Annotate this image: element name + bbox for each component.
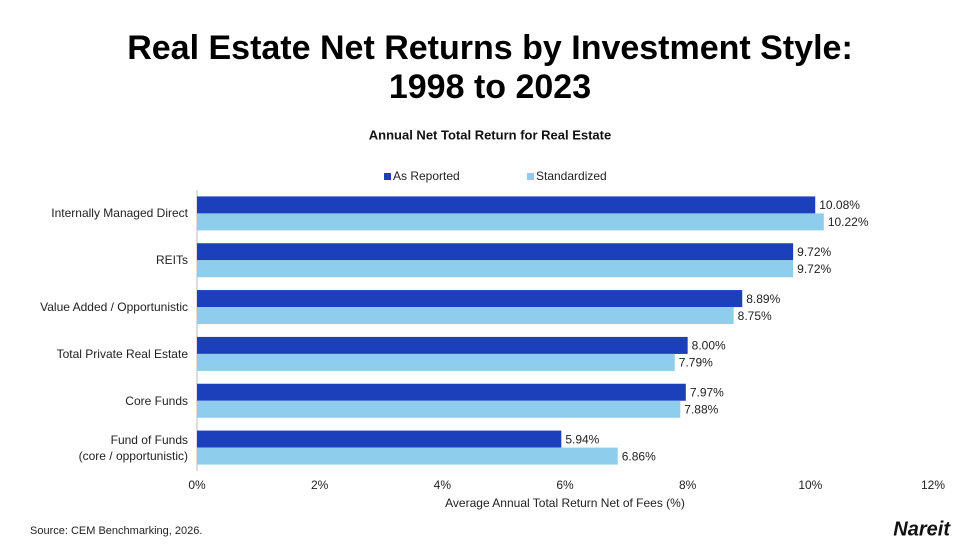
y-tick-label: REITs <box>155 253 188 268</box>
x-tick-label: 2% <box>311 478 329 492</box>
chart-title: 1998 to 2023 <box>389 68 591 106</box>
data-label: 9.72% <box>797 262 831 276</box>
x-axis-label: Average Annual Total Return Net of Fees … <box>445 496 685 510</box>
legend-label: As Reported <box>393 169 460 183</box>
bar <box>197 307 734 325</box>
data-label: 6.86% <box>622 449 656 463</box>
bar <box>197 336 688 354</box>
y-tick-label: Total Private Real Estate <box>56 346 188 361</box>
x-tick-label: 8% <box>679 478 697 492</box>
bar <box>197 213 824 231</box>
data-label: 7.97% <box>690 385 724 399</box>
x-tick-label: 4% <box>434 478 452 492</box>
bar <box>197 353 675 371</box>
bar <box>197 447 618 465</box>
y-tick-label: Fund of Funds (core / opportunistic) <box>78 432 188 463</box>
bar <box>197 290 743 308</box>
x-tick-label: 0% <box>188 478 206 492</box>
bar <box>197 383 686 401</box>
data-label: 10.22% <box>828 215 869 229</box>
chart-subtitle: Annual Net Total Return for Real Estate <box>369 127 611 142</box>
x-tick-label: 10% <box>798 478 822 492</box>
legend-label: Standardized <box>536 169 607 183</box>
y-tick-label: Core Funds <box>125 393 188 408</box>
bar <box>197 243 794 261</box>
data-label: 9.72% <box>797 245 831 259</box>
logo: Nareit <box>893 518 951 540</box>
data-label: 7.79% <box>679 356 713 370</box>
data-label: 7.88% <box>684 402 718 416</box>
data-label: 8.89% <box>746 292 780 306</box>
data-label: 8.00% <box>692 339 726 353</box>
data-label: 8.75% <box>738 309 772 323</box>
data-label: 10.08% <box>819 198 860 212</box>
legend-swatch <box>384 173 391 180</box>
bar <box>197 260 794 278</box>
x-tick-label: 6% <box>556 478 574 492</box>
bar <box>197 400 681 418</box>
chart-title: Real Estate Net Returns by Investment St… <box>127 29 853 67</box>
data-label: 5.94% <box>565 432 599 446</box>
source-note: Source: CEM Benchmarking, 2026. <box>30 525 202 537</box>
x-tick-label: 12% <box>921 478 945 492</box>
y-tick-label: Value Added / Opportunistic <box>40 300 188 315</box>
y-tick-label: Internally Managed Direct <box>51 206 188 221</box>
bar <box>197 430 562 448</box>
legend-swatch <box>527 173 534 180</box>
bar <box>197 196 816 214</box>
